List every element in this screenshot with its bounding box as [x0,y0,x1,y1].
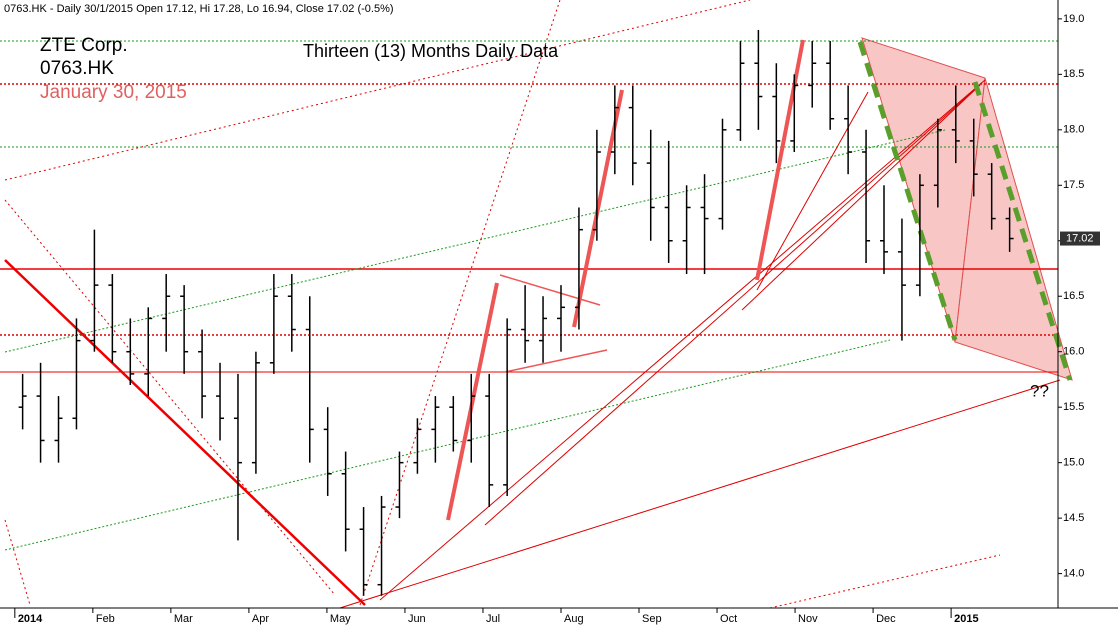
x-tick-label: Apr [252,613,269,625]
trend-line [769,554,1001,609]
note: ?? [1030,381,1049,400]
y-tick-label: 14.5 [1063,512,1084,524]
y-tick-label: 18.5 [1063,68,1084,80]
bars [18,29,1014,596]
triangle [954,77,1073,381]
impulse-line [755,39,805,281]
y-tick-label: 15.0 [1063,457,1084,469]
x-tick-label: May [330,613,351,625]
trend-line [741,84,981,311]
x-tick-label: Jun [408,613,426,625]
date: January 30, 2015 [40,82,187,103]
flag-line [499,274,601,306]
y-tick-label: 14.0 [1063,568,1084,580]
x-tick-label: Jul [486,613,500,625]
company: ZTE Corp. [40,35,128,56]
x-tick-label: Dec [876,613,896,625]
x-tick-label: 2014 [18,613,43,625]
trend-line [756,91,869,291]
channel-line [972,81,1073,381]
y-tick-label: 16.5 [1063,290,1084,302]
x-tick-label: Mar [174,613,193,625]
trend-line [4,259,366,606]
x-tick-label: Sep [642,613,662,625]
y-tick-label: 15.5 [1063,401,1084,413]
drawings [0,0,1073,609]
channel-line [857,41,958,341]
subtitle: Thirteen (13) Months Daily Data [303,41,559,61]
x-tick-label: 2015 [954,613,978,625]
trend-line [359,0,561,606]
y-tick-label: 19.0 [1063,13,1084,25]
last-price-box [1060,231,1100,246]
trend-line [4,129,946,353]
ticker: 0763.HK [40,58,114,79]
trend-line [339,379,1061,609]
y-tick-label: 17.5 [1063,179,1084,191]
header: 0763.HK - Daily 30/1/2015 Open 17.12, Hi… [4,3,394,15]
trend-line [4,199,336,596]
last-price: 17.02 [1066,232,1094,244]
y-tick-label: 16.0 [1063,346,1084,358]
flag-line [504,349,608,373]
x-tick-label: Feb [96,613,115,625]
y-tick-label: 18.0 [1063,124,1084,136]
x-tick-label: Aug [564,613,584,625]
trend-line [379,79,986,601]
trend-line [4,339,891,551]
impulse-line [446,282,499,521]
x-tick-label: Oct [720,613,737,625]
impulse-line [572,89,624,328]
x-tick-label: Nov [798,613,818,625]
